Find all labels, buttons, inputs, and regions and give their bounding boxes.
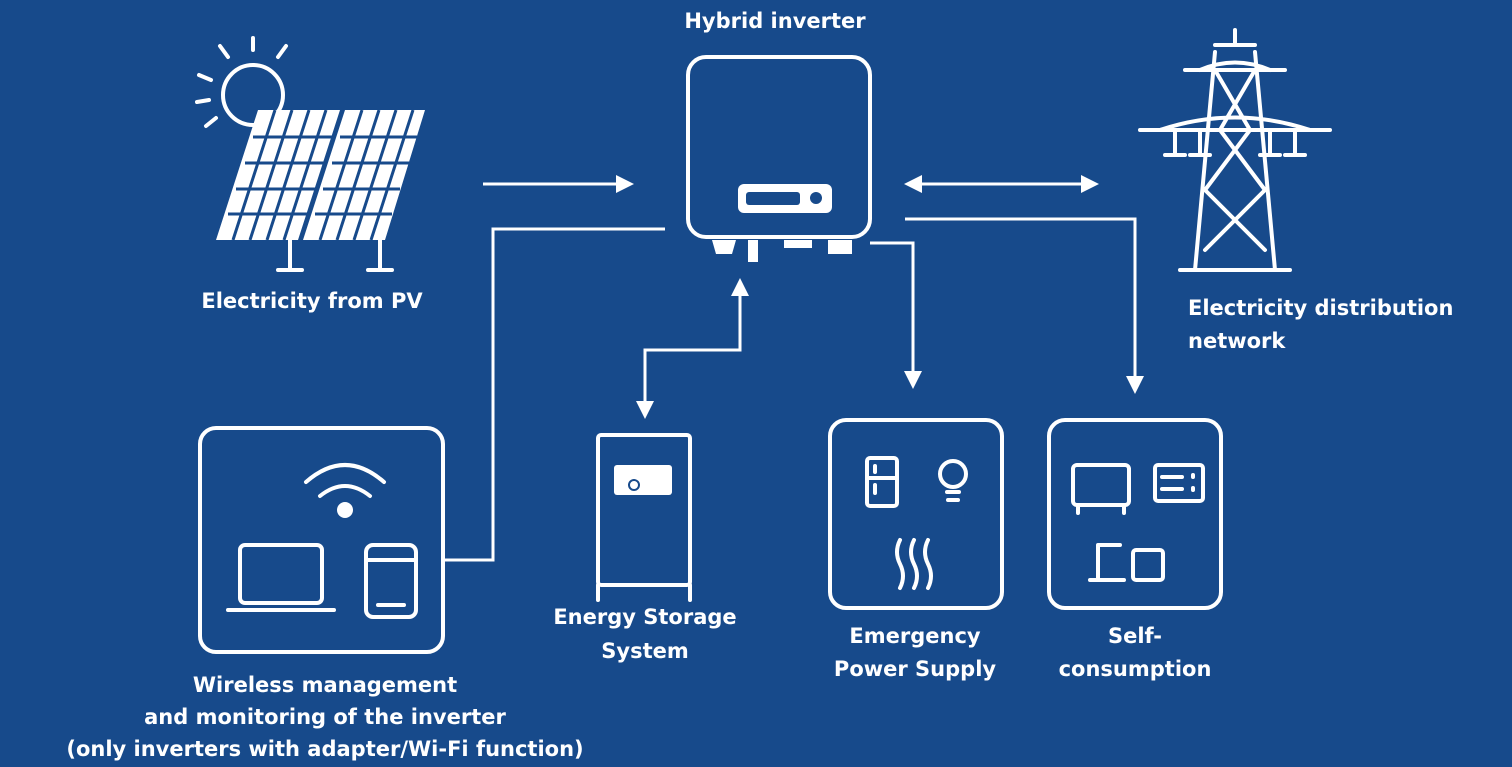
emergency-label: Power Supply	[834, 657, 996, 681]
inverter-icon	[688, 57, 870, 262]
emergency-box	[830, 420, 1002, 608]
storage-label: Energy Storage	[553, 605, 736, 629]
grid-label: network	[1188, 329, 1286, 353]
wireless-label: (only inverters with adapter/Wi-Fi funct…	[66, 737, 583, 761]
storage-label: System	[601, 639, 688, 663]
self-consumption-label: Self-	[1108, 624, 1162, 648]
pv-label: Electricity from PV	[201, 289, 423, 313]
wireless-label: Wireless management	[193, 673, 457, 697]
wireless-box	[200, 428, 443, 652]
grid-label: Electricity distribution	[1188, 296, 1453, 320]
emergency-label: Emergency	[849, 624, 980, 648]
storage-icon	[598, 435, 690, 600]
inverter-label: Hybrid inverter	[684, 9, 866, 33]
wireless-label: and monitoring of the inverter	[144, 705, 506, 729]
grid-tower-icon	[1140, 30, 1330, 270]
self-consumption-box	[1049, 420, 1221, 608]
self-consumption-label: consumption	[1059, 657, 1212, 681]
pv-icon	[197, 38, 425, 270]
diagram: Hybrid inverter Electricity from PV Elec…	[0, 0, 1512, 767]
